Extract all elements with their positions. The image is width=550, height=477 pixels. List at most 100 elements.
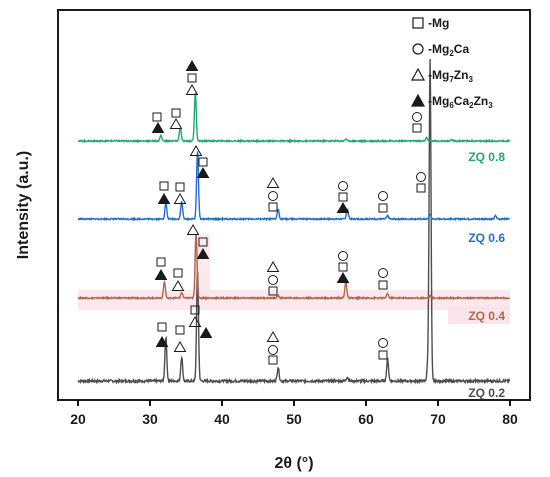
mg-marker — [268, 286, 278, 296]
legend: -Mg-Mg2Ca-Mg7Zn3-Mg6Ca2Zn3 — [410, 16, 493, 110]
legend-square-icon — [412, 17, 424, 29]
sample-label: ZQ 0.2 — [468, 386, 505, 400]
mg-marker — [175, 182, 185, 192]
legend-label: -Mg7Zn3 — [428, 68, 473, 84]
legend-subscript: 3 — [488, 101, 493, 110]
legend-text-part: -Mg — [428, 42, 449, 56]
trace-zq-0-8 — [77, 92, 511, 144]
mg7zn3-marker — [185, 84, 199, 95]
legend-subscript: 6 — [449, 101, 454, 110]
mg6ca2zn3-marker — [151, 122, 165, 133]
legend-text-part: -Mg — [428, 16, 449, 30]
mg-marker — [156, 257, 166, 267]
trace-zq-0-6 — [77, 151, 511, 222]
legend-subscript: 2 — [469, 101, 474, 110]
mg7zn3-marker — [169, 118, 183, 129]
mg6ca2zn3-marker — [336, 272, 350, 283]
x-tick-label: 70 — [430, 411, 446, 427]
mg6ca2zn3-marker — [336, 202, 350, 213]
mg2ca-marker — [268, 275, 278, 285]
mg-marker — [157, 322, 167, 332]
legend-subscript: 3 — [468, 75, 473, 84]
trace-zq-0-4 — [77, 234, 511, 301]
mg7zn3-marker — [173, 341, 187, 352]
legend-subscript: 7 — [449, 75, 454, 84]
mg7zn3-marker — [186, 224, 200, 235]
peak-phase-markers — [151, 60, 426, 365]
sample-label: ZQ 0.4 — [468, 309, 505, 323]
mg2ca-marker — [338, 251, 348, 261]
mg7zn3-marker — [188, 316, 202, 327]
mg-marker — [268, 202, 278, 212]
mg-marker — [378, 203, 388, 213]
x-tick-label: 60 — [358, 411, 374, 427]
mg6ca2zn3-marker — [155, 336, 169, 347]
mg7zn3-marker — [266, 331, 280, 342]
mg-marker — [378, 350, 388, 360]
legend-text-part: Zn — [454, 68, 469, 82]
mg-marker — [173, 268, 183, 278]
mg6ca2zn3-marker — [157, 193, 171, 204]
legend-label: -Mg — [428, 16, 449, 30]
legend-circle-icon — [412, 43, 424, 55]
sample-label: ZQ 0.6 — [468, 231, 505, 245]
legend-text-part: -Mg — [428, 68, 449, 82]
mg-marker — [378, 280, 388, 290]
diffraction-traces — [77, 59, 511, 385]
x-tick-label: 30 — [142, 411, 158, 427]
x-tick-label: 80 — [502, 411, 518, 427]
mg-marker — [159, 181, 169, 191]
legend-subscript: 2 — [449, 49, 454, 58]
mg2ca-marker — [412, 112, 422, 122]
mg6ca2zn3-marker — [196, 167, 210, 178]
mg6ca2zn3-marker — [185, 60, 199, 71]
mg-marker — [175, 325, 185, 335]
mg7zn3-marker — [266, 261, 280, 272]
mg7zn3-marker — [266, 177, 280, 188]
mg2ca-marker — [378, 338, 388, 348]
legend-text-part: Ca — [454, 42, 470, 56]
legend-text-part: Ca — [454, 94, 470, 108]
mg-marker — [198, 157, 208, 167]
mg-marker — [338, 192, 348, 202]
mg-marker — [171, 108, 181, 118]
mg-marker — [268, 355, 278, 365]
legend-triangle-icon — [410, 67, 426, 81]
mg7zn3-marker — [189, 145, 203, 156]
legend-text-part: -Mg — [428, 94, 449, 108]
x-axis-ticks: 20 30 40 50 60 70 80 — [70, 400, 518, 427]
x-tick-label: 50 — [286, 411, 302, 427]
mg7zn3-marker — [173, 193, 187, 204]
legend-text-part: Zn — [474, 94, 489, 108]
mg6ca2zn3-marker — [154, 269, 168, 280]
mg-marker — [416, 183, 426, 193]
mg-marker — [412, 123, 422, 133]
zq04-label-highlight — [448, 306, 510, 324]
mg-marker — [198, 237, 208, 247]
mg-marker — [187, 73, 197, 83]
mg2ca-marker — [268, 191, 278, 201]
mg-marker — [152, 112, 162, 122]
mg6ca2zn3-marker — [199, 327, 213, 338]
x-tick-label: 40 — [214, 411, 230, 427]
mg-marker — [190, 305, 200, 315]
mg2ca-marker — [378, 191, 388, 201]
mg6ca2zn3-marker — [196, 248, 210, 259]
sample-labels: ZQ 0.2 ZQ 0.4 ZQ 0.6 ZQ 0.8 — [468, 150, 505, 400]
mg2ca-marker — [416, 172, 426, 182]
sample-label: ZQ 0.8 — [468, 150, 505, 164]
legend-label: -Mg2Ca — [428, 42, 469, 58]
y-axis-title: Intensity (a.u.) — [15, 151, 32, 259]
mg2ca-marker — [268, 345, 278, 355]
legend-filled-triangle-icon — [410, 93, 426, 107]
trace-zq-0-2 — [77, 59, 511, 385]
zq04-highlight-band — [78, 290, 510, 310]
mg2ca-marker — [338, 181, 348, 191]
x-tick-label: 20 — [70, 411, 86, 427]
mg-marker — [338, 262, 348, 272]
mg7zn3-marker — [171, 280, 185, 291]
x-axis-title: 2θ (°) — [274, 455, 313, 472]
mg2ca-marker — [378, 268, 388, 278]
legend-label: -Mg6Ca2Zn3 — [428, 94, 493, 110]
